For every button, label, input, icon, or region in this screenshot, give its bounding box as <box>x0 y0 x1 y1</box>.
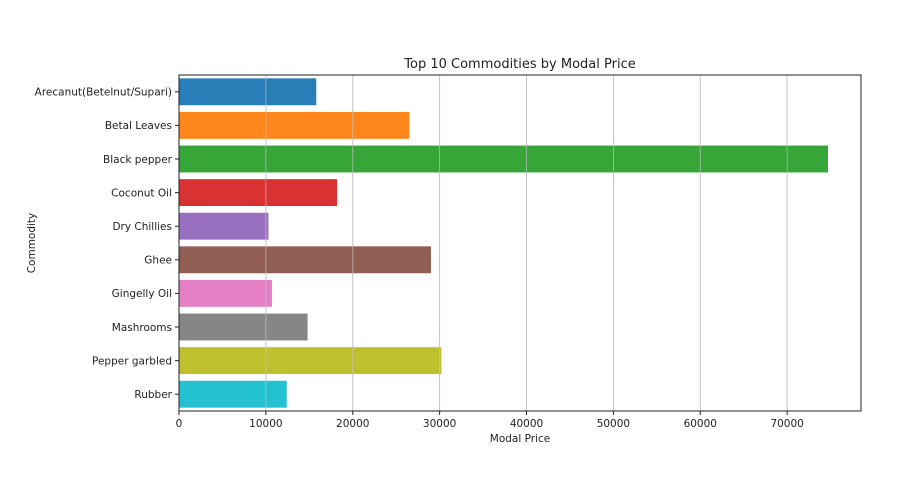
y-tick-label: Arecanut(Betelnut/Supari) <box>35 87 172 99</box>
bar <box>179 179 338 207</box>
bar <box>179 78 317 106</box>
x-tick-label: 70000 <box>770 418 803 430</box>
x-tick-label: 30000 <box>423 418 456 430</box>
y-tick-label: Mashrooms <box>112 322 172 334</box>
bar <box>179 212 269 240</box>
y-tick-label: Ghee <box>144 255 172 267</box>
bar <box>179 313 308 341</box>
y-tick-label: Coconut Oil <box>111 187 172 199</box>
y-tick-label: Rubber <box>134 389 172 401</box>
y-axis-label: Commodity <box>26 213 38 274</box>
x-axis-label: Modal Price <box>490 433 550 445</box>
y-tick-label: Betal Leaves <box>105 120 172 132</box>
x-tick-label: 50000 <box>597 418 630 430</box>
gridlines-overlay <box>265 75 788 411</box>
y-tick-label: Black pepper <box>103 154 173 166</box>
y-axis-ticks: Arecanut(Betelnut/Supari) Betal Leaves Bla… <box>35 87 179 401</box>
bars <box>179 78 828 408</box>
bar <box>179 279 272 307</box>
y-tick-label: Gingelly Oil <box>112 288 172 300</box>
chart-title: Top 10 Commodities by Modal Price <box>403 57 635 72</box>
bar <box>179 347 442 375</box>
bar <box>179 145 828 173</box>
bar <box>179 111 410 139</box>
x-tick-label: 20000 <box>336 418 369 430</box>
x-tick-label: 60000 <box>684 418 717 430</box>
x-tick-label: 40000 <box>510 418 543 430</box>
bar <box>179 380 287 408</box>
y-tick-label: Pepper garbled <box>92 355 172 367</box>
x-axis-ticks: 0 10000 20000 30000 40000 50000 60000 70000 <box>176 411 804 430</box>
y-tick-label: Dry Chillies <box>112 221 172 233</box>
x-tick-label: 10000 <box>249 418 282 430</box>
bar <box>179 246 431 274</box>
x-tick-label: 0 <box>176 418 183 430</box>
plot-frame <box>178 74 862 412</box>
